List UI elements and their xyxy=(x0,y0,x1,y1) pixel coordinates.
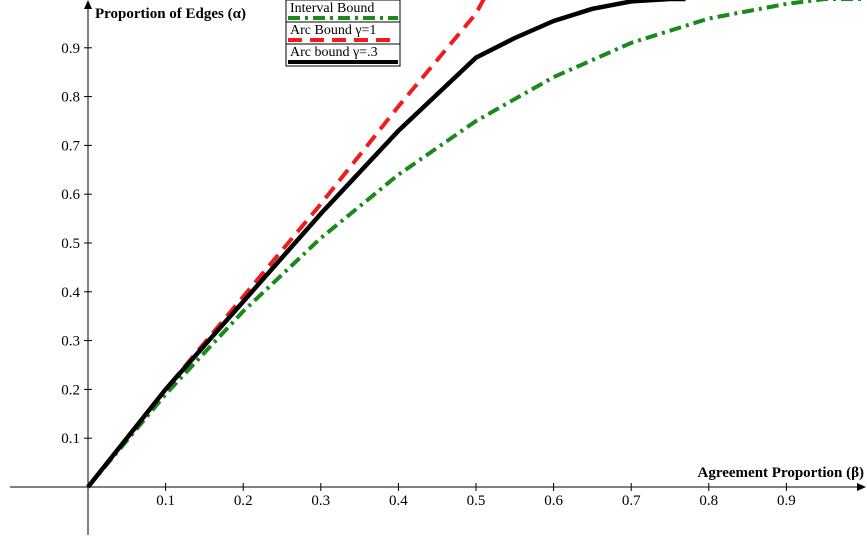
y-axis-title: Proportion of Edges (α) xyxy=(95,6,246,22)
x-tick-label: 0.8 xyxy=(699,493,718,509)
x-tick-label: 0.2 xyxy=(234,493,253,509)
series-line-interval-bound xyxy=(86,0,864,489)
y-axis-arrow xyxy=(84,0,92,9)
x-axis-title: Agreement Proportion (β) xyxy=(698,465,864,481)
x-tick-label: 0.5 xyxy=(467,493,486,509)
tick-labels: 0.1 0.2 0.3 0.4 0.5 0.6 0.7 0.8 0.9 0.1 0.2 0.3 0.4 0… xyxy=(61,41,796,509)
y-tick-label: 0.6 xyxy=(61,187,80,203)
y-tick-label: 0.3 xyxy=(61,334,80,350)
x-axis-arrow xyxy=(857,483,866,491)
x-tick-label: 0.4 xyxy=(389,493,408,509)
axes xyxy=(10,0,866,535)
legend-label: Arc Bound γ=1 xyxy=(290,23,376,38)
y-tick-label: 0.1 xyxy=(61,431,80,447)
x-tick-label: 0.9 xyxy=(777,493,796,509)
legend-label: Interval Bound xyxy=(290,1,374,16)
y-tick-label: 0.9 xyxy=(61,41,80,57)
legend-label: Arc bound γ=.3 xyxy=(290,45,378,60)
x-tick-label: 0.6 xyxy=(544,493,563,509)
series-line-arc-bound-3 xyxy=(86,0,686,489)
x-tick-label: 0.1 xyxy=(156,493,175,509)
y-tick-label: 0.7 xyxy=(61,138,80,154)
y-tick-label: 0.2 xyxy=(61,382,80,398)
y-tick-label: 0.5 xyxy=(61,236,80,252)
series-layer xyxy=(86,0,864,489)
x-tick-label: 0.7 xyxy=(622,493,641,509)
y-tick-label: 0.8 xyxy=(61,90,80,106)
x-tick-label: 0.3 xyxy=(311,493,330,509)
y-tick-label: 0.4 xyxy=(61,285,80,301)
legend-box xyxy=(285,0,401,67)
legend: Interval Bound Arc Bound γ=1 Arc bound γ=.… xyxy=(285,0,401,67)
